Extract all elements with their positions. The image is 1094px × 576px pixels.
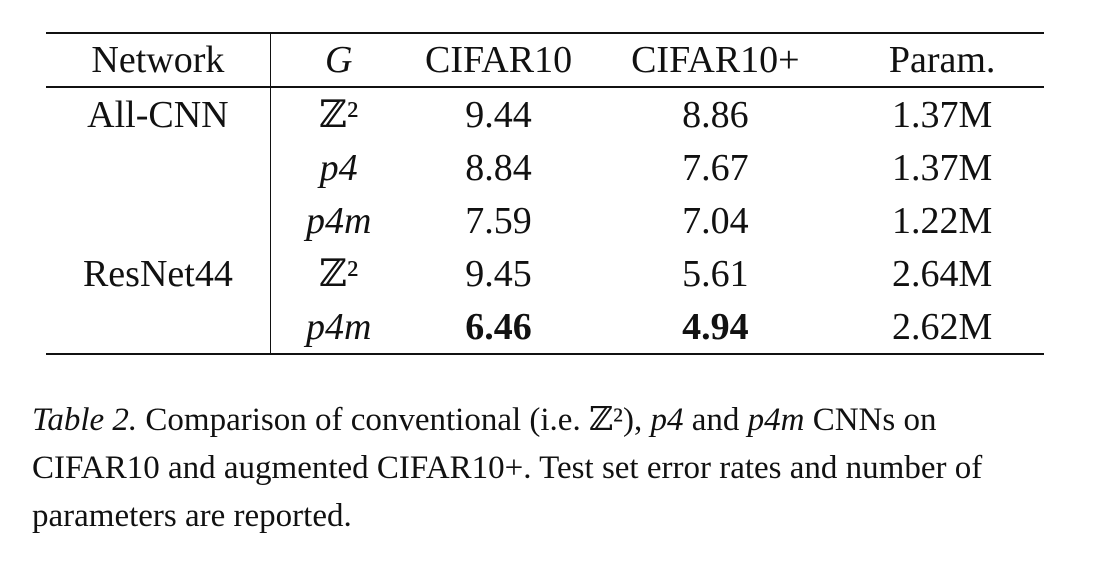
caption-text-2: ), <box>622 402 651 438</box>
header-cifar10-plus: CIFAR10+ <box>631 39 800 81</box>
cell-group: ℤ² <box>269 247 407 300</box>
cell-cifar10-plus: 7.67 <box>682 146 749 189</box>
cell-cifar10-plus: 8.86 <box>682 93 749 136</box>
table-caption: Table 2. Comparison of conventional (i.e… <box>32 396 1072 540</box>
cell-network: All-CNN <box>87 93 229 136</box>
header-g: G <box>269 33 407 87</box>
header-param: Param. <box>888 39 996 81</box>
caption-text-3: and <box>683 402 748 438</box>
cell-group: p4m <box>269 194 407 247</box>
cell-param: 1.37M <box>891 93 993 136</box>
cell-param: 1.22M <box>891 199 993 242</box>
cell-cifar10-plus-best: 4.94 <box>682 305 749 348</box>
caption-z2: ℤ² <box>588 402 623 438</box>
cell-network <box>46 141 270 194</box>
header-cifar10: CIFAR10 <box>424 39 573 81</box>
cell-cifar10-plus: 5.61 <box>682 252 749 295</box>
results-table-container: Network G CIFAR10 CIFAR10+ Param. All-CN… <box>46 32 1044 355</box>
cell-group: p4m <box>269 300 407 354</box>
header-network: Network <box>91 39 225 81</box>
results-table: Network G CIFAR10 CIFAR10+ Param. All-CN… <box>46 32 1044 355</box>
caption-text-1: Comparison of conventional (i.e. <box>137 402 589 438</box>
cell-group: p4 <box>269 141 407 194</box>
cell-cifar10: 7.59 <box>465 199 532 242</box>
table-row: p4m 7.59 7.04 1.22M <box>46 194 1044 247</box>
cell-cifar10: 9.45 <box>465 252 532 295</box>
table-row: All-CNN ℤ² 9.44 8.86 1.37M <box>46 87 1044 141</box>
table-header-row: Network G CIFAR10 CIFAR10+ Param. <box>46 33 1044 87</box>
table-row: ResNet44 ℤ² 9.45 5.61 2.64M <box>46 247 1044 300</box>
cell-cifar10: 8.84 <box>465 146 532 189</box>
cell-cifar10: 9.44 <box>465 93 532 136</box>
caption-label: Table 2. <box>32 402 138 438</box>
table-row: p4 8.84 7.67 1.37M <box>46 141 1044 194</box>
cell-network <box>46 300 270 354</box>
cell-param: 2.62M <box>891 305 993 348</box>
cell-cifar10-best: 6.46 <box>465 305 532 348</box>
caption-text-4: CNNs on CIFAR10 and augmented CIFAR10+. … <box>32 402 983 534</box>
table-row: p4m 6.46 4.94 2.62M <box>46 300 1044 354</box>
cell-cifar10-plus: 7.04 <box>682 199 749 242</box>
cell-param: 1.37M <box>891 146 993 189</box>
cell-network <box>46 194 270 247</box>
cell-network: ResNet44 <box>82 252 233 295</box>
caption-p4m: p4m <box>747 402 805 438</box>
cell-param: 2.64M <box>891 252 993 295</box>
caption-p4: p4 <box>650 402 684 438</box>
cell-group: ℤ² <box>269 87 407 141</box>
